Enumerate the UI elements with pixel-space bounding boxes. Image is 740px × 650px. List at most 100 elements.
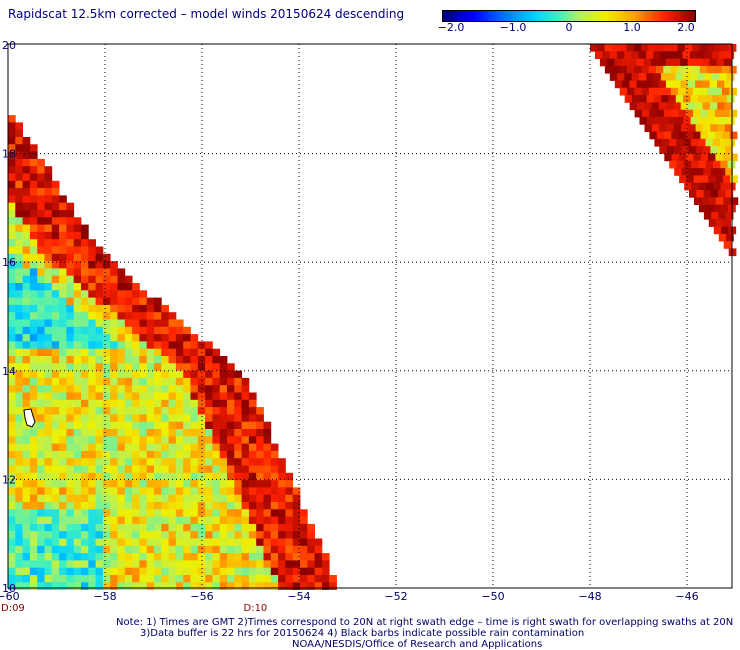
heatmap-cell — [668, 117, 677, 125]
heatmap-cell — [59, 319, 67, 328]
heatmap-cell — [117, 283, 126, 291]
heatmap-cell — [168, 575, 177, 583]
heatmap-cell — [675, 95, 684, 103]
heatmap-cell — [66, 326, 75, 335]
heatmap-cell — [88, 377, 96, 386]
heatmap-cell — [639, 95, 647, 103]
heatmap-cell — [29, 210, 38, 218]
heatmap-cell — [175, 421, 184, 430]
heatmap-cell — [95, 436, 104, 444]
heatmap-cell — [59, 575, 67, 583]
heatmap-cell — [161, 523, 169, 532]
heatmap-cell — [663, 87, 672, 96]
heatmap-cell — [37, 326, 45, 335]
heatmap-cell — [81, 465, 89, 474]
heatmap-cell — [292, 509, 301, 517]
heatmap-cell — [81, 363, 89, 371]
heatmap-cell — [95, 268, 104, 277]
heatmap-cell — [15, 567, 23, 576]
heatmap-cell — [617, 73, 625, 81]
heatmap-cell — [73, 399, 82, 408]
heatmap-cell — [622, 80, 630, 89]
heatmap-cell — [88, 538, 96, 547]
heatmap-cell — [37, 443, 45, 452]
heatmap-cell — [8, 523, 16, 532]
heatmap-cell — [8, 137, 16, 145]
heatmap-cell — [161, 531, 169, 539]
lat-lon-grid — [8, 44, 732, 588]
heatmap-cell — [81, 326, 89, 335]
heatmap-cell — [248, 582, 257, 590]
heatmap-cell — [22, 253, 31, 262]
heatmap-cell — [227, 494, 235, 503]
heatmap-cell — [29, 472, 38, 481]
heatmap-cell — [241, 421, 250, 430]
heatmap-cell — [168, 502, 177, 510]
heatmap-cell — [278, 502, 286, 510]
heatmap-cell — [292, 502, 301, 510]
heatmap-cell — [602, 51, 610, 59]
heatmap-cell — [241, 377, 250, 386]
heatmap-cell — [95, 283, 104, 291]
heatmap-cell — [654, 138, 663, 147]
heatmap-cell — [51, 458, 60, 466]
heatmap-cell — [146, 516, 155, 525]
heatmap-cell — [110, 553, 118, 561]
heatmap-cell — [212, 363, 221, 371]
heatmap-cell — [168, 312, 177, 320]
heatmap-cell — [701, 175, 709, 184]
heatmap-cell — [59, 239, 67, 247]
heatmap-cell — [8, 450, 16, 459]
heatmap-cell — [190, 341, 199, 350]
heatmap-cell — [59, 502, 67, 510]
heatmap-cell — [117, 516, 126, 525]
heatmap-cell — [37, 319, 45, 328]
heatmap-cell — [190, 545, 199, 554]
heatmap-cell — [227, 502, 235, 510]
heatmap-cell — [59, 224, 67, 233]
heatmap-cell — [66, 494, 75, 503]
x-tick-label: −46 — [675, 590, 698, 603]
heatmap-cell — [51, 545, 60, 554]
heatmap-cell — [81, 377, 89, 386]
heatmap-cell — [154, 304, 162, 313]
heatmap-cell — [234, 472, 242, 481]
heatmap-cell — [8, 531, 16, 539]
heatmap-cell — [227, 443, 235, 452]
heatmap-cell — [88, 531, 96, 539]
heatmap-cell — [22, 210, 31, 218]
heatmap-cell — [626, 65, 635, 74]
heatmap-cell — [161, 458, 169, 466]
heatmap-cell — [59, 458, 67, 466]
heatmap-cell — [234, 480, 242, 488]
heatmap-cell — [29, 224, 38, 233]
heatmap-cell — [285, 545, 294, 554]
heatmap-cell — [703, 146, 711, 154]
heatmap-cell — [44, 312, 53, 320]
heatmap-cell — [197, 341, 206, 350]
heatmap-cell — [59, 436, 67, 444]
heatmap-cell — [44, 297, 53, 306]
heatmap-cell — [81, 283, 89, 291]
heatmap-cell — [154, 450, 162, 459]
heatmap-cell — [15, 348, 23, 357]
heatmap-cell — [95, 421, 104, 430]
heatmap-cell — [248, 509, 257, 517]
heatmap-cell — [709, 80, 718, 89]
heatmap-cell — [59, 560, 67, 569]
heatmap-cell — [73, 356, 82, 364]
heatmap-cell — [88, 414, 96, 423]
heatmap-cell — [66, 290, 75, 298]
heatmap-cell — [139, 429, 148, 437]
heatmap-cell — [314, 582, 323, 590]
heatmap-cell — [168, 341, 177, 350]
heatmap-cell — [22, 158, 31, 167]
heatmap-cell — [183, 399, 191, 408]
heatmap-cell — [88, 326, 96, 335]
heatmap-cell — [22, 567, 31, 576]
heatmap-cell — [124, 531, 133, 539]
heatmap-cell — [8, 283, 16, 291]
heatmap-cell — [37, 297, 45, 306]
heatmap-cell — [670, 87, 679, 96]
heatmap-cell — [722, 175, 731, 184]
